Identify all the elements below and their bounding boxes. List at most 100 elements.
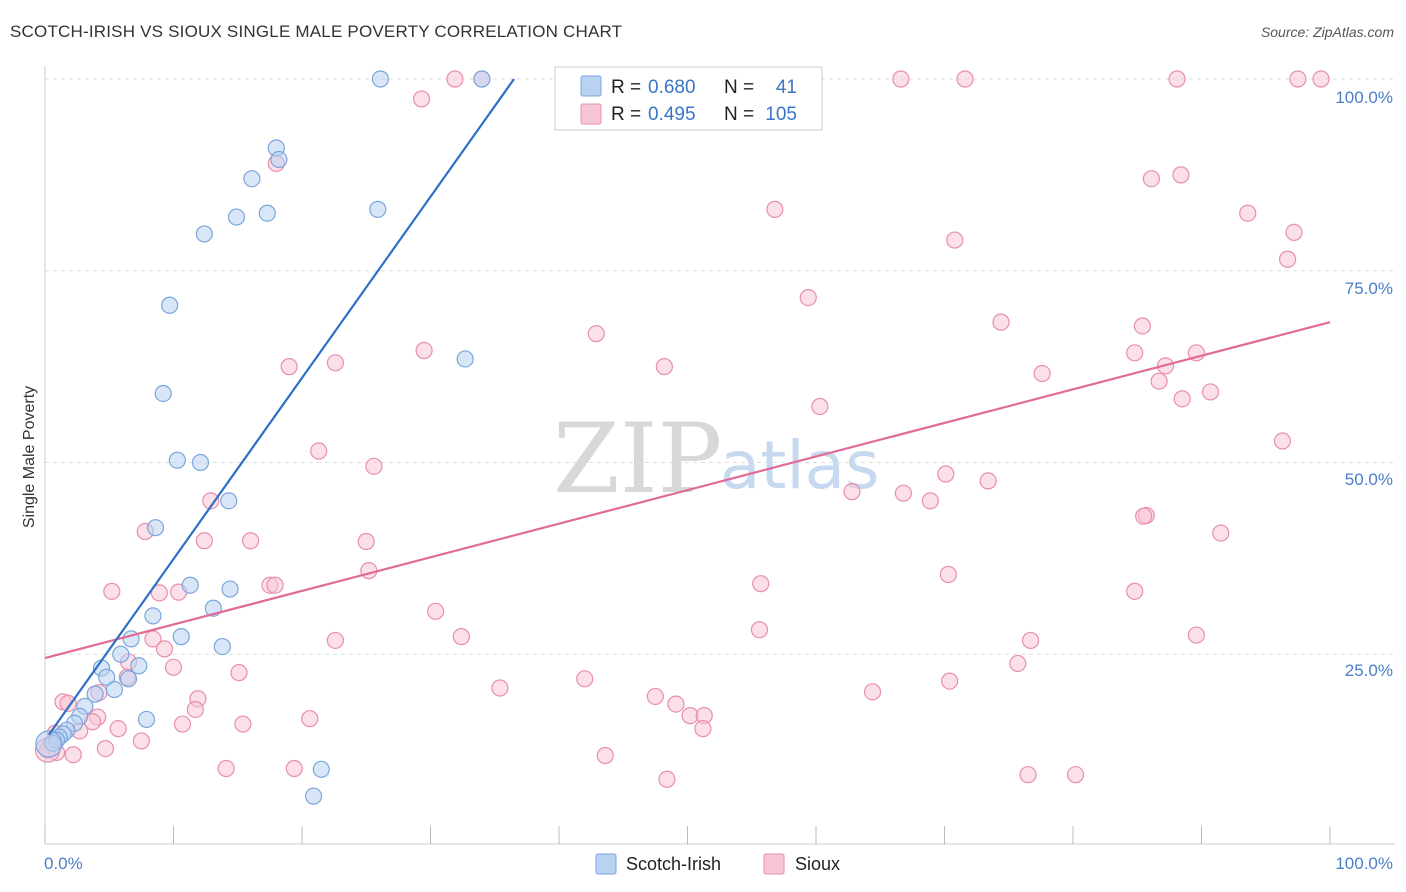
legend-r-value-2: 0.495 — [648, 104, 696, 125]
legend-n-value-2: 105 — [765, 104, 797, 125]
sioux-point-62 — [326, 631, 345, 650]
scotch-irish-point-1 — [473, 70, 491, 88]
sioux-point-92 — [694, 720, 712, 738]
sioux-point-29 — [1150, 372, 1168, 390]
sioux-point-18 — [992, 313, 1010, 331]
sioux-point-94 — [132, 732, 150, 750]
sioux-point-22 — [1126, 344, 1144, 362]
sioux-point-80 — [667, 695, 685, 713]
x-tick-label-min: 0.0% — [44, 854, 83, 873]
scotch-irish-point-9 — [161, 296, 179, 314]
sioux-point-50 — [360, 562, 378, 580]
y-axis-label: Single Male Poverty — [21, 386, 38, 528]
y-tick-labels: 25.0% 50.0% 75.0% 100.0% — [1335, 88, 1393, 680]
sioux-point-3 — [892, 70, 910, 88]
legend-swatch-scotch-irish — [580, 75, 602, 97]
sioux-point-40 — [921, 492, 939, 510]
sioux-point-61 — [750, 621, 769, 639]
scotch-irish-point-6 — [258, 204, 276, 222]
scotch-irish-points — [35, 70, 491, 805]
sioux-point-60 — [452, 628, 470, 646]
sioux-point-86 — [301, 710, 319, 728]
correlation-legend: R = 0.680 N = 41 R = 0.495 N = 105 — [554, 66, 823, 131]
sioux-point-47 — [242, 532, 260, 550]
sioux-point-74 — [863, 683, 882, 701]
sioux-point-24 — [280, 358, 298, 376]
sioux-point-58 — [427, 602, 445, 620]
sioux-point-63 — [1187, 626, 1205, 644]
sioux-point-28 — [1033, 364, 1051, 383]
sioux-point-20 — [587, 325, 605, 343]
scotch-irish-point-0 — [371, 70, 389, 88]
scotch-irish-point-23 — [112, 645, 130, 663]
scotch-irish-point-4 — [243, 170, 261, 188]
sioux-point-101 — [658, 770, 676, 788]
scotch-irish-point-cluster — [35, 730, 63, 758]
scotch-irish-point-12 — [168, 451, 186, 469]
sioux-point-103 — [1066, 766, 1085, 784]
scotch-irish-point-5 — [227, 208, 246, 226]
sioux-point-21 — [415, 341, 433, 360]
sioux-point-75 — [646, 687, 664, 706]
source-credit: Source: ZipAtlas.com — [1260, 24, 1394, 40]
legend-r-label-2: R = — [611, 104, 641, 125]
sioux-point-15 — [1285, 223, 1303, 241]
legend-r-value-1: 0.680 — [648, 77, 696, 98]
sioux-point-25 — [326, 354, 345, 372]
sioux-trend-line — [44, 321, 1331, 660]
sioux-point-26 — [655, 358, 673, 376]
scotch-irish-point-26 — [98, 668, 116, 686]
sioux-point-31 — [1201, 383, 1220, 401]
sioux-point-41 — [202, 492, 220, 510]
scotch-irish-point-24 — [130, 657, 148, 675]
sioux-point-96 — [64, 746, 82, 764]
sioux-point-56 — [1126, 582, 1144, 600]
sioux-point-12 — [766, 200, 784, 218]
sioux-point-32 — [811, 397, 829, 416]
watermark-zip: ZIP — [553, 403, 722, 515]
sioux-point-17 — [799, 288, 817, 307]
sioux-point-5 — [1168, 70, 1186, 88]
sioux-point-89 — [109, 720, 127, 738]
legend-r-label-1: R = — [611, 77, 641, 98]
sioux-point-79 — [59, 694, 77, 712]
sioux-point-81 — [186, 700, 204, 719]
sioux-point-100 — [285, 759, 303, 778]
scotch-irish-point-32 — [137, 710, 156, 729]
trend-lines — [44, 78, 1331, 736]
scotch-irish-point-3 — [270, 150, 288, 169]
sioux-point-87 — [173, 715, 192, 733]
scotch-irish-point-29 — [86, 685, 104, 703]
chart-title: SCOTCH-IRISH VS SIOUX SINGLE MALE POVERT… — [10, 22, 623, 41]
scotch-irish-point-22 — [213, 637, 231, 656]
sioux-point-97 — [96, 739, 114, 758]
y-tick-label-50: 50.0% — [1345, 470, 1393, 489]
sioux-point-88 — [234, 715, 252, 733]
sioux-point-46 — [195, 532, 213, 550]
sioux-point-44 — [1212, 524, 1230, 542]
sioux-point-39 — [894, 484, 912, 502]
sioux-point-71 — [941, 672, 959, 690]
sioux-point-16 — [1278, 250, 1297, 268]
y-tick-label-100: 100.0% — [1335, 88, 1393, 107]
scotch-irish-point-7 — [369, 200, 387, 218]
x-tick-label-max: 100.0% — [1335, 854, 1393, 873]
scotch-irish-point-39 — [304, 787, 323, 805]
sioux-point-52 — [266, 576, 284, 594]
scotch-irish-point-13 — [191, 453, 210, 472]
sioux-point-8 — [412, 90, 431, 108]
sioux-point-30 — [1173, 390, 1191, 408]
bottom-legend-swatch-sioux — [763, 853, 785, 875]
bottom-legend-swatch-scotch-irish — [595, 853, 617, 875]
sioux-point-36 — [937, 465, 955, 483]
series-legend: Scotch-Irish Sioux — [595, 853, 840, 875]
sioux-point-48 — [357, 532, 375, 551]
scotch-irish-point-8 — [195, 225, 213, 243]
sioux-point-102 — [1019, 766, 1037, 784]
sioux-point-73 — [491, 679, 509, 697]
sioux-point-68 — [230, 664, 248, 682]
sioux-point-49 — [939, 565, 957, 584]
sioux-point-0 — [446, 70, 464, 88]
sioux-point-98 — [596, 746, 614, 765]
